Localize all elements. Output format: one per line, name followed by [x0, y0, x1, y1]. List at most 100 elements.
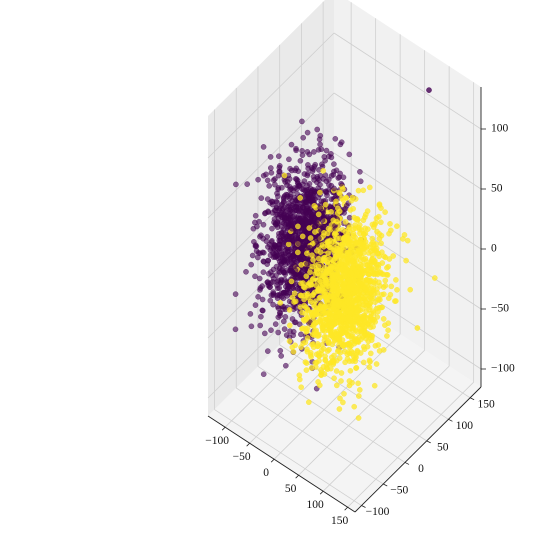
data-point-yellow — [344, 351, 351, 358]
data-point-yellow — [303, 273, 310, 280]
data-point-yellow — [361, 270, 367, 276]
data-point-yellow — [381, 291, 387, 298]
data-point-purple — [259, 283, 266, 289]
data-point-yellow — [321, 337, 328, 344]
data-point-yellow — [369, 255, 376, 262]
y-tick-mark — [383, 483, 388, 487]
data-point-purple — [287, 328, 293, 335]
data-point-purple — [267, 154, 274, 160]
data-point-yellow — [326, 241, 332, 248]
data-point-purple — [331, 161, 337, 167]
data-point-yellow — [377, 296, 383, 303]
data-point-yellow — [373, 361, 380, 367]
data-point-yellow — [329, 316, 336, 322]
data-point-yellow — [328, 265, 335, 271]
grid-line-y-floor — [214, 409, 362, 506]
y-tick-mark — [361, 505, 366, 508]
data-point-purple — [287, 256, 294, 262]
data-point-yellow — [355, 249, 361, 256]
data-point-yellow — [351, 403, 358, 410]
data-point-yellow — [337, 235, 343, 242]
data-point-purple — [357, 178, 364, 185]
data-point-purple — [315, 146, 322, 153]
data-point-purple — [252, 212, 259, 219]
grid-line-z-back — [333, 92, 482, 190]
data-point-purple — [272, 207, 279, 214]
data-point-yellow — [336, 208, 343, 215]
data-point-yellow — [359, 245, 366, 252]
y-tick-mark — [448, 418, 453, 422]
data-point-yellow — [388, 283, 395, 290]
data-point-purple — [264, 261, 271, 267]
data-point-yellow — [356, 241, 363, 248]
data-point-yellow — [333, 198, 339, 205]
data-point-yellow — [403, 257, 409, 264]
data-point-yellow — [309, 240, 316, 247]
x-axis-line — [207, 415, 356, 513]
data-point-purple — [332, 135, 339, 142]
data-point-yellow — [295, 223, 301, 230]
x-tick-label: 50 — [285, 483, 297, 495]
data-point-yellow — [364, 315, 371, 322]
data-point-yellow — [298, 292, 305, 299]
data-point-yellow — [342, 326, 349, 332]
x-tick-mark — [344, 506, 348, 511]
data-point-purple — [304, 260, 310, 267]
data-point-purple — [270, 292, 277, 298]
data-point-purple — [312, 223, 319, 229]
data-point-yellow — [311, 202, 318, 209]
data-point-purple — [254, 254, 261, 261]
data-point-yellow — [361, 346, 368, 353]
data-point-purple — [233, 181, 239, 188]
data-point-purple — [260, 144, 267, 150]
data-point-purple — [286, 176, 293, 182]
data-point-yellow — [357, 273, 364, 279]
data-point-purple — [268, 169, 275, 176]
data-point-purple — [260, 221, 267, 228]
data-point-purple — [266, 183, 273, 189]
data-point-purple — [357, 168, 363, 175]
data-point-yellow — [297, 195, 304, 201]
data-point-purple — [275, 314, 282, 321]
data-point-purple — [255, 293, 261, 300]
data-point-yellow — [370, 308, 376, 315]
data-point-yellow — [394, 286, 400, 293]
data-point-yellow — [338, 287, 345, 294]
data-point-purple — [286, 206, 293, 213]
grid-line-z-left — [207, 32, 335, 159]
data-point-yellow — [350, 282, 357, 289]
data-point-yellow — [330, 277, 337, 284]
data-point-purple — [288, 191, 294, 198]
data-point-yellow — [349, 256, 356, 262]
data-point-yellow — [337, 274, 344, 281]
data-point-purple — [338, 180, 344, 187]
data-point-yellow — [368, 248, 374, 254]
data-point-purple — [284, 182, 290, 188]
data-point-purple — [258, 195, 265, 201]
data-point-yellow — [339, 330, 346, 337]
data-point-yellow — [355, 295, 361, 302]
data-point-purple — [287, 186, 293, 193]
data-point-purple — [289, 225, 295, 232]
data-point-purple — [253, 248, 260, 254]
data-point-yellow — [352, 358, 359, 365]
data-point-yellow — [281, 172, 288, 179]
data-point-purple — [292, 235, 299, 241]
grid-line-y-floor — [236, 387, 384, 485]
data-point-yellow — [353, 365, 359, 371]
data-point-yellow — [407, 286, 414, 293]
data-point-yellow — [296, 372, 303, 379]
data-point-yellow — [379, 304, 386, 311]
data-point-yellow — [342, 273, 349, 280]
grid-line-x-floor — [273, 333, 401, 460]
data-point-yellow — [333, 266, 340, 273]
data-point-yellow — [336, 355, 343, 362]
data-point-yellow — [356, 387, 363, 393]
data-point-yellow — [319, 272, 326, 279]
data-point-purple — [319, 217, 326, 223]
data-point-purple — [278, 276, 285, 283]
data-point-yellow — [322, 201, 329, 208]
data-point-yellow — [331, 329, 338, 335]
data-point-yellow — [338, 370, 345, 376]
